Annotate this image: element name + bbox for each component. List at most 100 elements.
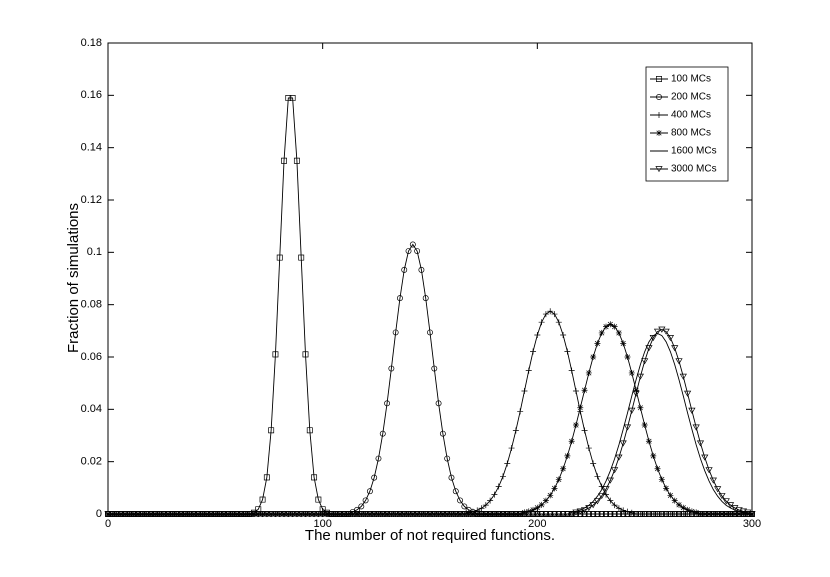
- marker: [379, 430, 386, 437]
- marker: [508, 445, 515, 452]
- marker: [645, 438, 652, 445]
- marker: [478, 505, 485, 512]
- marker: [684, 506, 691, 513]
- marker: [709, 477, 717, 484]
- marker: [585, 369, 592, 376]
- marker: [555, 476, 562, 483]
- marker: [666, 335, 675, 342]
- marker: [401, 266, 408, 273]
- marker: [568, 511, 576, 518]
- marker: [671, 345, 679, 352]
- marker: [293, 157, 300, 164]
- marker: [336, 511, 344, 518]
- marker: [718, 511, 725, 517]
- marker: [315, 496, 322, 503]
- marker: [585, 511, 592, 517]
- marker: [181, 511, 189, 518]
- marker: [572, 422, 579, 429]
- marker: [405, 248, 412, 254]
- marker: [263, 511, 271, 518]
- marker: [306, 511, 314, 518]
- legend-marker: [656, 112, 662, 118]
- marker: [302, 351, 309, 358]
- legend-marker: [656, 76, 662, 82]
- marker: [246, 511, 254, 518]
- marker: [298, 254, 305, 261]
- marker: [653, 328, 662, 335]
- marker: [374, 511, 383, 518]
- marker: [164, 511, 172, 518]
- marker: [568, 367, 575, 374]
- marker: [512, 511, 520, 518]
- marker: [525, 511, 533, 518]
- marker: [396, 511, 404, 518]
- legend-label: 3000 MCs: [671, 164, 717, 175]
- marker: [560, 465, 567, 472]
- marker: [701, 511, 708, 517]
- marker: [155, 511, 164, 518]
- marker: [507, 511, 516, 518]
- marker: [594, 340, 601, 347]
- marker: [371, 474, 378, 481]
- marker: [276, 254, 283, 261]
- marker: [384, 400, 391, 407]
- marker: [357, 511, 365, 518]
- marker: [521, 509, 528, 516]
- marker: [310, 511, 318, 518]
- marker: [542, 511, 550, 518]
- marker: [563, 511, 572, 518]
- marker: [314, 511, 322, 518]
- marker: [688, 508, 695, 515]
- marker: [293, 511, 301, 518]
- marker: [590, 511, 597, 517]
- marker: [547, 308, 554, 315]
- marker: [482, 502, 489, 509]
- marker: [603, 511, 609, 517]
- marker: [220, 511, 228, 518]
- marker: [117, 511, 125, 518]
- marker: [271, 511, 280, 518]
- marker: [284, 511, 292, 518]
- marker: [735, 507, 743, 514]
- marker: [520, 511, 529, 518]
- marker: [606, 477, 614, 484]
- marker: [431, 365, 438, 372]
- marker: [375, 455, 382, 462]
- marker: [370, 511, 378, 518]
- marker: [349, 511, 357, 518]
- marker: [517, 408, 524, 415]
- marker: [620, 340, 627, 347]
- legend-label: 200 MCs: [671, 92, 711, 103]
- marker: [727, 511, 734, 517]
- marker: [555, 511, 563, 518]
- marker: [696, 440, 705, 447]
- marker: [319, 511, 327, 518]
- marker: [632, 390, 640, 397]
- marker: [443, 511, 451, 518]
- marker: [542, 497, 549, 504]
- marker: [414, 248, 421, 254]
- marker: [503, 511, 511, 518]
- marker: [628, 407, 636, 414]
- marker: [207, 511, 215, 518]
- marker: [529, 511, 537, 518]
- marker: [564, 452, 571, 459]
- marker: [344, 511, 353, 518]
- marker: [289, 95, 296, 101]
- marker: [581, 387, 588, 394]
- marker: [306, 427, 313, 434]
- marker: [112, 511, 121, 518]
- legend-marker: [656, 94, 662, 100]
- marker: [361, 511, 370, 518]
- marker: [495, 511, 503, 518]
- marker: [516, 511, 524, 518]
- marker: [714, 511, 721, 517]
- marker: [538, 511, 546, 518]
- marker: [272, 351, 279, 358]
- marker: [224, 511, 232, 518]
- marker: [417, 511, 426, 518]
- marker: [426, 511, 434, 518]
- y-tick-label: 0: [96, 508, 102, 520]
- marker: [679, 373, 687, 380]
